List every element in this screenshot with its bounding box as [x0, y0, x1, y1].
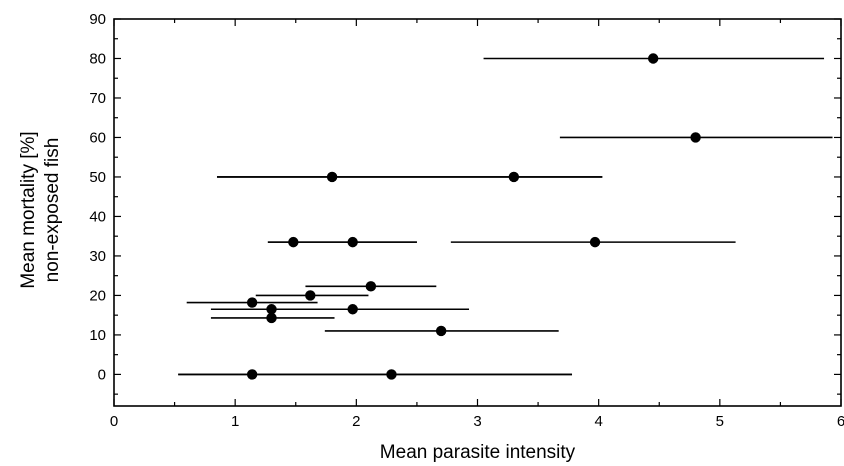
- y-axis-title: Mean mortality [%] non-exposed fish: [18, 131, 63, 288]
- y-tick-label: 60: [89, 129, 106, 146]
- y-tick-label: 70: [89, 90, 106, 107]
- data-point: [690, 132, 701, 143]
- data-point: [326, 171, 338, 183]
- plot-frame: [113, 18, 842, 407]
- x-tick-label: 6: [837, 413, 844, 430]
- y-axis-title-line-1: Mean mortality [%]: [18, 131, 39, 288]
- data-point: [386, 369, 397, 380]
- y-tick-label: 80: [89, 50, 106, 67]
- error-bars: [178, 57, 833, 376]
- data-point: [365, 281, 377, 292]
- x-axis: 0 1 2 3 4 5 6: [110, 19, 844, 430]
- data-point: [508, 171, 520, 183]
- y-tick-label: 40: [89, 208, 106, 225]
- x-tick-label: 2: [352, 413, 360, 430]
- data-point: [246, 369, 258, 380]
- x-tick-label: 3: [473, 413, 481, 430]
- data-point: [266, 304, 277, 315]
- x-tick-label: 1: [231, 413, 239, 430]
- x-tick-label: 5: [716, 413, 724, 430]
- data-point: [246, 297, 258, 308]
- data-point: [589, 236, 601, 248]
- y-axis-title-line-2: non-exposed fish: [42, 138, 63, 283]
- y-tick-label: 90: [89, 11, 106, 28]
- data-points: [246, 53, 701, 380]
- x-tick-label: 0: [110, 413, 118, 430]
- data-point: [347, 236, 358, 248]
- plot-border: [113, 18, 842, 407]
- y-tick-label: 30: [89, 248, 106, 265]
- data-point: [288, 236, 299, 248]
- data-point: [347, 304, 358, 315]
- x-tick-label: 4: [594, 413, 602, 430]
- y-tick-label: 0: [98, 366, 106, 383]
- data-point: [305, 290, 316, 301]
- data-point: [435, 325, 447, 337]
- y-tick-label: 10: [89, 327, 106, 344]
- y-axis: 0 10 20 30 40 50 60 70 80 90: [89, 11, 841, 395]
- y-tick-label: 50: [89, 169, 106, 186]
- x-axis-title: Mean parasite intensity: [380, 442, 576, 463]
- y-tick-label: 20: [89, 287, 106, 304]
- data-point: [647, 53, 659, 64]
- data-point: [266, 312, 277, 324]
